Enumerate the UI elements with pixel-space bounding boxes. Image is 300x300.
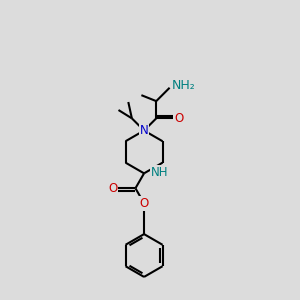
Text: NH: NH	[151, 166, 168, 179]
Text: N: N	[140, 124, 148, 137]
Text: O: O	[140, 197, 149, 210]
Text: O: O	[108, 182, 118, 195]
Text: O: O	[174, 112, 184, 125]
Text: NH₂: NH₂	[172, 80, 196, 92]
